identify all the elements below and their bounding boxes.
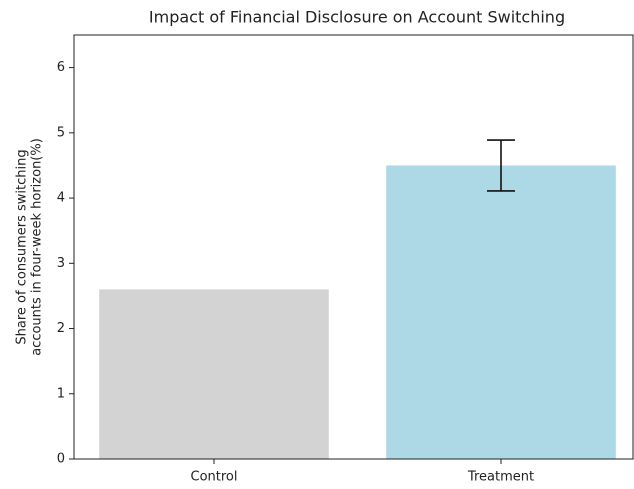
y-axis-label: Share of consumers switching accounts in… <box>15 138 45 356</box>
y-axis-label-line: Share of consumers switching <box>15 149 30 344</box>
x-tick-label: Control <box>191 470 238 485</box>
chart-title: Impact of Financial Disclosure on Accoun… <box>149 8 565 27</box>
y-tick-label: 0 <box>57 452 65 467</box>
y-tick-label: 3 <box>57 256 65 271</box>
y-tick-label: 1 <box>57 386 65 401</box>
y-tick-label: 2 <box>57 321 65 336</box>
y-tick-label: 5 <box>57 125 65 140</box>
y-tick-label: 6 <box>57 60 65 75</box>
y-axis-label-line: accounts in four-week horizon(%) <box>30 138 45 356</box>
bar <box>386 165 616 459</box>
bar <box>99 289 329 459</box>
axes-frame <box>73 34 634 460</box>
error-bar <box>487 139 515 192</box>
y-tick-label: 4 <box>57 191 65 206</box>
x-tick-label: Treatment <box>467 470 534 485</box>
